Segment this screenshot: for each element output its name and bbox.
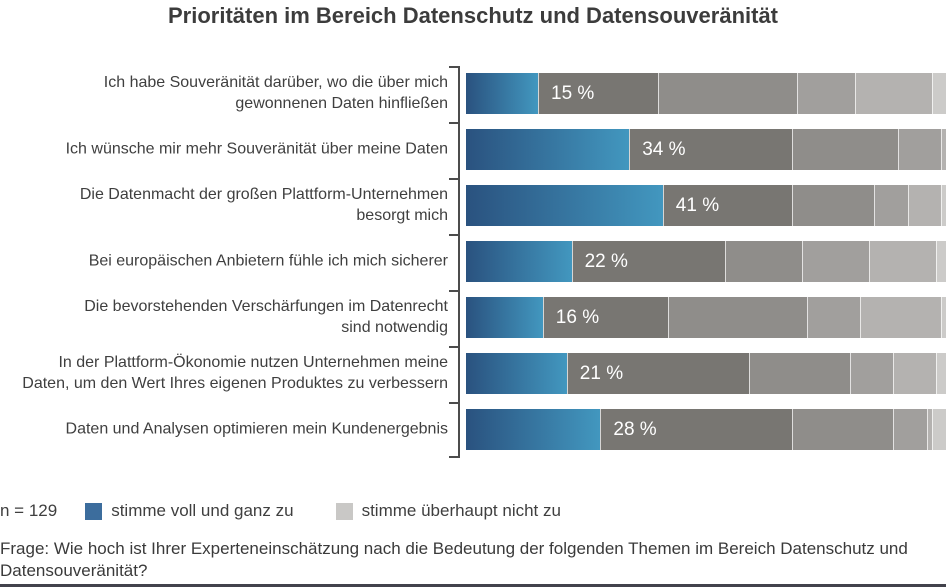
stacked-bar	[466, 353, 946, 394]
chart-row: Bei europäischen Anbietern fühle ich mic…	[0, 234, 946, 290]
segment-scale-2	[662, 185, 793, 226]
segment-scale-3	[667, 297, 807, 338]
segment-agree-fully	[466, 297, 543, 338]
bar-value-label: 34 %	[642, 139, 686, 160]
axis-tick	[449, 290, 458, 292]
chart-row: Die Datenmacht der großen Plattform-Unte…	[0, 178, 946, 234]
segment-scale-4	[797, 73, 855, 114]
segment-scale-6	[941, 297, 946, 338]
segment-scale-6	[936, 241, 946, 282]
legend: n = 129 stimme voll und ganz zu stimme ü…	[0, 500, 946, 522]
axis-tick	[449, 456, 458, 458]
category-label: Daten und Analysen optimieren mein Kunde…	[65, 420, 448, 438]
segment-scale-5	[926, 409, 932, 450]
segment-scale-2	[542, 297, 668, 338]
bar-value-label: 16 %	[555, 307, 600, 328]
segment-scale-6	[936, 353, 946, 394]
segment-scale-5	[907, 185, 942, 226]
segment-scale-5	[854, 73, 932, 114]
chart-row: Ich wünsche mir mehr Souveränität über m…	[0, 122, 946, 178]
segment-scale-3	[792, 129, 898, 170]
segment-scale-2	[566, 353, 750, 394]
legend-item-disagree: stimme überhaupt nicht zu	[335, 501, 561, 521]
stacked-bar-chart: Ich habe Souveränität darüber, wo die üb…	[0, 66, 946, 458]
segment-agree-fully	[466, 409, 601, 450]
segment-scale-2	[629, 129, 793, 170]
page-title: Prioritäten im Bereich Datenschutz und D…	[167, 3, 779, 28]
axis-tick	[449, 178, 458, 180]
category-label: Die Datenmacht der großen Plattform-Unte…	[79, 186, 448, 224]
segment-scale-2	[538, 73, 658, 114]
segment-scale-3	[792, 409, 894, 450]
segment-agree-fully	[466, 353, 567, 394]
bar-value-label: 21 %	[579, 363, 624, 384]
chart-row: In der Plattform-Ökonomie nutzen Unterne…	[0, 346, 946, 402]
category-label: In der Plattform-Ökonomie nutzen Unterne…	[22, 354, 448, 392]
segment-scale-3	[658, 73, 798, 114]
segment-scale-4	[897, 129, 942, 170]
segment-agree-fully	[466, 241, 572, 282]
bar-value-label: 22 %	[584, 251, 628, 272]
segment-scale-4	[801, 241, 870, 282]
segment-scale-3	[749, 353, 850, 394]
segment-scale-4	[849, 353, 894, 394]
legend-swatch-agree	[85, 502, 103, 520]
segment-scale-6	[931, 409, 946, 450]
category-axis-line	[458, 66, 460, 458]
stacked-bar	[466, 73, 946, 114]
stacked-bar	[466, 185, 946, 226]
segment-scale-2	[600, 409, 793, 450]
chart-row: Ich habe Souveränität darüber, wo die üb…	[0, 66, 946, 122]
segment-agree-fully	[466, 73, 538, 114]
stacked-bar	[466, 297, 946, 338]
segment-scale-3	[792, 185, 874, 226]
survey-question-text: Frage: Wie hoch ist Ihrer Experteneinsch…	[0, 539, 908, 581]
segment-scale-5	[869, 241, 937, 282]
axis-tick	[449, 66, 458, 68]
axis-tick	[449, 346, 458, 348]
segment-scale-4	[893, 409, 927, 450]
sample-size-label: n = 129	[0, 501, 58, 520]
legend-label-disagree: stimme überhaupt nicht zu	[361, 501, 561, 520]
category-label: Ich habe Souveränität darüber, wo die üb…	[103, 74, 448, 112]
stacked-bar	[466, 129, 946, 170]
segment-scale-3	[725, 241, 802, 282]
legend-swatch-disagree	[335, 502, 353, 520]
stacked-bar	[466, 409, 946, 450]
segment-scale-6	[941, 185, 946, 226]
axis-tick	[449, 402, 458, 404]
axis-tick	[449, 234, 458, 236]
segment-scale-6	[931, 73, 946, 114]
category-label: Ich wünsche mir mehr Souveränität über m…	[65, 140, 448, 158]
category-label: Die bevorstehenden Verschärfungen im Dat…	[84, 298, 448, 336]
bottom-divider	[0, 584, 946, 587]
chart-row: Daten und Analysen optimieren mein Kunde…	[0, 402, 946, 458]
segment-agree-fully	[466, 185, 663, 226]
segment-scale-2	[571, 241, 726, 282]
bar-value-label: 28 %	[613, 419, 657, 440]
category-label: Bei europäischen Anbietern fühle ich mic…	[88, 252, 448, 270]
legend-item-agree: stimme voll und ganz zu	[85, 501, 294, 521]
axis-tick	[449, 122, 458, 124]
segment-scale-4	[806, 297, 860, 338]
segment-agree-fully	[466, 129, 630, 170]
legend-label-agree: stimme voll und ganz zu	[111, 501, 294, 520]
bar-value-label: 41 %	[675, 195, 720, 216]
segment-scale-5	[941, 129, 946, 170]
segment-scale-5	[893, 353, 937, 394]
chart-row: Die bevorstehenden Verschärfungen im Dat…	[0, 290, 946, 346]
bar-value-label: 15 %	[551, 83, 595, 104]
segment-scale-5	[859, 297, 942, 338]
stacked-bar	[466, 241, 946, 282]
segment-scale-4	[873, 185, 908, 226]
